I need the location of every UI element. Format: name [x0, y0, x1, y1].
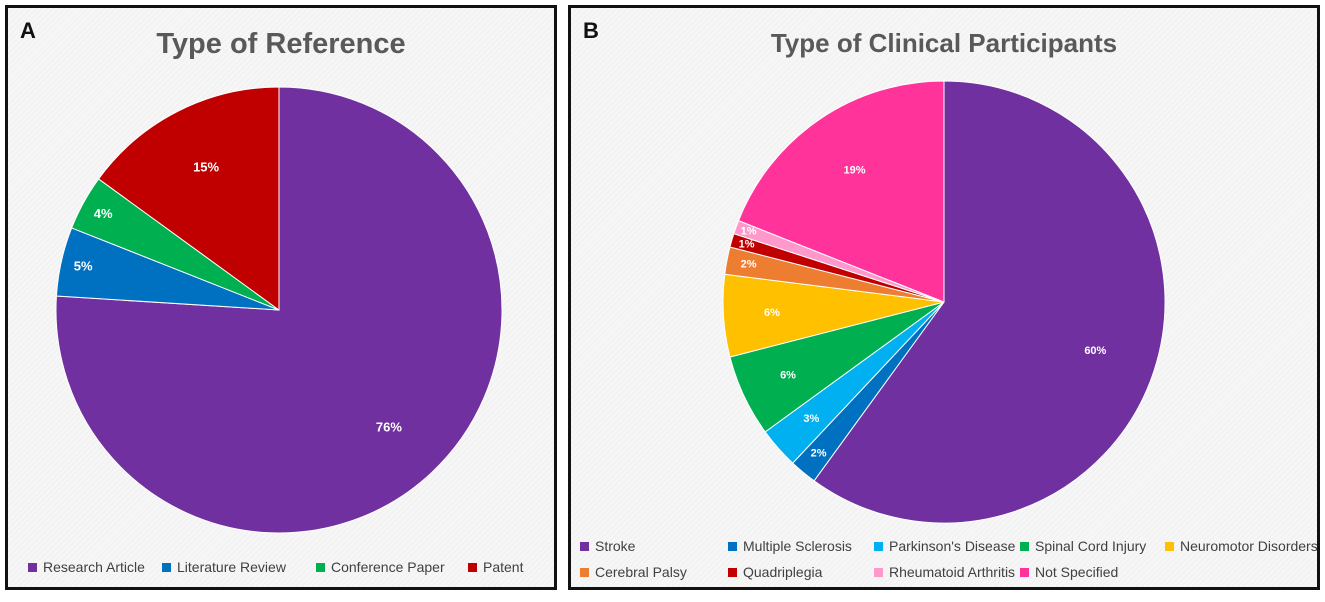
- legend-swatch: [1020, 567, 1029, 577]
- pie-slice-stroke: [813, 80, 1166, 524]
- legend-item-quadriplegia: Quadriplegia: [728, 564, 822, 580]
- legend-label: Rheumatoid Arthritis: [889, 564, 1016, 580]
- pie-chart: 60% 2% 3% 6% 6% 2% 1%1% 19%: [722, 80, 1166, 524]
- data-label-quadriplegia: 1%: [739, 239, 755, 251]
- legend-item-literature-review: Literature Review: [162, 559, 286, 575]
- legend-swatch: [874, 541, 883, 551]
- data-label-not-specified: 19%: [844, 164, 866, 176]
- data-label-rheumatoid-arthritis: 1%: [741, 226, 757, 238]
- legend-label: Patent: [483, 559, 524, 575]
- legend-swatch: [162, 562, 171, 572]
- legend-swatch: [28, 562, 37, 572]
- panel-letter: B: [583, 18, 599, 43]
- data-label-stroke: 60%: [1084, 345, 1106, 357]
- legend-label: Stroke: [595, 538, 636, 554]
- pie-slice-research-article: [55, 86, 503, 534]
- legend-label: Parkinson's Disease: [889, 538, 1016, 554]
- legend-swatch: [316, 562, 325, 572]
- legend-item-cerebral-palsy: Cerebral Palsy: [580, 564, 687, 580]
- legend-label: Neuromotor Disorders: [1180, 538, 1318, 554]
- panel-letter: A: [20, 18, 36, 43]
- data-label-spinal-cord-injury: 6%: [780, 369, 796, 381]
- pie-slice-not-specified: [737, 80, 945, 303]
- legend-label: Research Article: [43, 559, 145, 575]
- legend-item-rheumatoid-arthritis: Rheumatoid Arthritis: [874, 564, 1015, 580]
- chart-panel-b: B Type of Clinical Participants 60% 2% 3% 6…: [568, 5, 1320, 590]
- legend-swatch: [1020, 541, 1029, 551]
- legend-swatch: [1165, 541, 1174, 551]
- legend-label: Multiple Sclerosis: [743, 538, 852, 554]
- legend-item-parkinson-s-disease: Parkinson's Disease: [874, 538, 1015, 554]
- legend-swatch: [468, 562, 477, 572]
- legend-item-conference-paper: Conference Paper: [316, 559, 445, 575]
- legend-swatch: [580, 541, 589, 551]
- legend-label: Conference Paper: [331, 559, 445, 575]
- legend-label: Spinal Cord Injury: [1035, 538, 1147, 554]
- data-label-literature-review: 5%: [74, 259, 93, 274]
- data-label-parkinson-s-disease: 3%: [803, 413, 819, 425]
- pie-chart: 76% 5% 4% 15%: [55, 86, 503, 534]
- legend-label: Quadriplegia: [743, 564, 823, 580]
- legend-item-research-article: Research Article: [28, 559, 145, 575]
- pie-slice-patent: [97, 86, 280, 311]
- legend-item-neuromotor-disorders: Neuromotor Disorders: [1165, 538, 1318, 554]
- legend-item-not-specified: Not Specified: [1020, 564, 1118, 580]
- legend-swatch: [728, 541, 737, 551]
- data-label-multiple-sclerosis: 2%: [811, 448, 827, 460]
- data-label-research-article: 76%: [376, 420, 402, 435]
- chart-panel-a: A Type of Reference 76% 5% 4% 15% Research …: [5, 5, 557, 590]
- legend-swatch: [874, 567, 883, 577]
- data-label-patent: 15%: [193, 159, 219, 174]
- data-label-conference-paper: 4%: [94, 206, 113, 221]
- legend-label: Not Specified: [1035, 564, 1119, 580]
- legend-swatch: [580, 567, 589, 577]
- data-label-cerebral-palsy: 2%: [741, 259, 757, 271]
- legend-item-stroke: Stroke: [580, 538, 635, 554]
- legend-label: Cerebral Palsy: [595, 564, 687, 580]
- chart-title: Type of Reference: [156, 28, 406, 60]
- legend-swatch: [728, 567, 737, 577]
- legend-item-spinal-cord-injury: Spinal Cord Injury: [1020, 538, 1146, 554]
- data-label-neuromotor-disorders: 6%: [764, 307, 780, 319]
- legend-label: Literature Review: [177, 559, 286, 575]
- legend-item-multiple-sclerosis: Multiple Sclerosis: [728, 538, 852, 554]
- chart-title: Type of Clinical Participants: [770, 28, 1118, 58]
- legend-item-patent: Patent: [468, 559, 523, 575]
